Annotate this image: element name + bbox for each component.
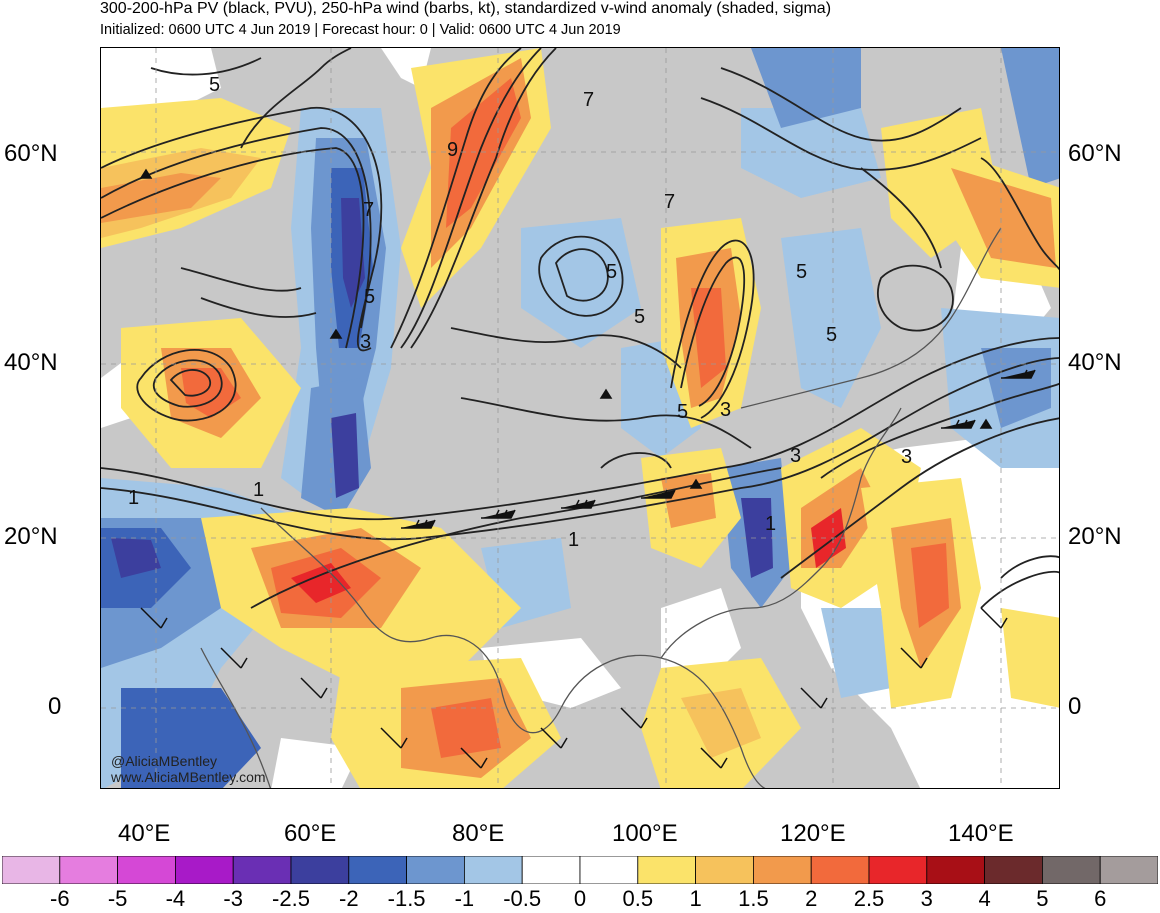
colorbar-tick-label: -6 (50, 886, 70, 911)
pv-contours (101, 48, 1059, 609)
contour-labels: 5 5 7 9 7 5 3 5 5 5 3 5 3 1 1 1 1 3 7 (128, 74, 912, 551)
lat-label-right: 0 (1068, 693, 1082, 720)
contour-label: 3 (790, 445, 801, 467)
contour-label: 1 (568, 529, 579, 551)
coastlines (200, 227, 1002, 788)
contour-label: 5 (796, 261, 807, 283)
wind-barbs (139, 168, 1036, 769)
colorbar-swatch (753, 856, 812, 884)
colorbar-swatch (579, 856, 639, 884)
lat-label-right: 60°N (1068, 140, 1122, 167)
colorbar-swatch (984, 856, 1043, 884)
contour-label: 5 (606, 261, 617, 283)
contour-label: 7 (664, 191, 675, 213)
colorbar-tick-label: -2 (339, 886, 359, 911)
colorbar-tick-label: 5 (1036, 886, 1049, 911)
colorbar-tick-label: 2 (805, 886, 818, 911)
colorbar-swatch (810, 856, 870, 884)
colorbar-swatch (926, 856, 985, 884)
colorbar-swatch (290, 856, 350, 884)
lat-label-left: 60°N (4, 140, 58, 167)
colorbar-swatch (117, 856, 176, 884)
contour-label: 5 (826, 324, 837, 346)
credit-handle: @AliciaMBentley (111, 753, 218, 769)
colorbar-tick-label: 6 (1094, 886, 1107, 911)
colorbar-swatch (463, 856, 523, 884)
colorbar-tick-label: -3 (223, 886, 243, 911)
colorbar-swatch (59, 856, 118, 884)
map-subtitle: Initialized: 0600 UTC 4 Jun 2019 | Forec… (100, 22, 621, 38)
colorbar-swatch (348, 856, 407, 884)
contour-label: 1 (765, 513, 776, 535)
contour-label: 5 (364, 286, 375, 308)
colorbar-tick-label: 1.5 (738, 886, 769, 911)
map-title: 300-200-hPa PV (black, PVU), 250-hPa win… (100, 0, 832, 17)
lon-label: 60°E (284, 820, 337, 847)
contour-label: 7 (583, 89, 594, 111)
lon-label: 80°E (452, 820, 505, 847)
lon-label: 100°E (612, 820, 678, 847)
colorbar-swatch (2, 856, 61, 884)
colorbar-swatch (232, 856, 292, 884)
colorbar-swatch (868, 856, 928, 884)
colorbar (2, 856, 1158, 884)
colorbar-tick-label: -0.5 (503, 886, 542, 911)
colorbar-tick-label: 4 (978, 886, 991, 911)
lon-label: 40°E (118, 820, 171, 847)
contour-label: 3 (901, 446, 912, 468)
lat-label-right: 20°N (1068, 523, 1122, 550)
colorbar-tick-label: 1 (689, 886, 702, 911)
colorbar-swatch (174, 856, 234, 884)
graticule (101, 48, 1059, 788)
contour-label: 3 (360, 331, 371, 353)
colorbar-tick-label: 0.5 (622, 886, 654, 911)
colorbar-tick-label: 3 (920, 886, 933, 911)
colorbar-swatch (637, 856, 696, 884)
colorbar-swatch (406, 856, 465, 884)
contour-label: 5 (634, 306, 645, 328)
colorbar-tick-label: -1.5 (387, 886, 426, 911)
contour-label: 7 (363, 199, 374, 221)
colorbar-tick-label: -2.5 (272, 886, 310, 911)
credit-url: www.AliciaMBentley.com (111, 769, 266, 785)
colorbar-swatch (1042, 856, 1101, 884)
lat-label-left: 0 (48, 693, 62, 720)
contour-label: 9 (447, 139, 458, 161)
lon-label: 120°E (780, 820, 846, 847)
lat-label-left: 20°N (4, 523, 58, 550)
contour-label: 5 (209, 74, 220, 96)
map-panel: 5 5 7 9 7 5 3 5 5 5 3 5 3 1 1 1 1 3 7 @A… (100, 47, 1060, 789)
contour-label: 1 (253, 479, 264, 501)
colorbar-swatch (521, 856, 581, 884)
colorbar-tick-label: 2.5 (853, 886, 885, 911)
colorbar-tick-label: -1 (454, 886, 475, 911)
colorbar-swatch (1099, 856, 1158, 884)
colorbar-tick-label: 0 (573, 886, 587, 911)
contour-label: 5 (677, 401, 688, 423)
lat-label-right: 40°N (1068, 349, 1122, 376)
contour-label: 3 (720, 399, 731, 421)
colorbar-tick-label: -5 (107, 886, 128, 911)
lon-label: 140°E (948, 820, 1014, 847)
colorbar-swatch (695, 856, 754, 884)
colorbar-tick-label: -4 (165, 886, 186, 911)
contour-label: 1 (128, 487, 139, 509)
lat-label-left: 40°N (4, 349, 58, 376)
map-canvas: 5 5 7 9 7 5 3 5 5 5 3 5 3 1 1 1 1 3 7 (101, 48, 1059, 788)
